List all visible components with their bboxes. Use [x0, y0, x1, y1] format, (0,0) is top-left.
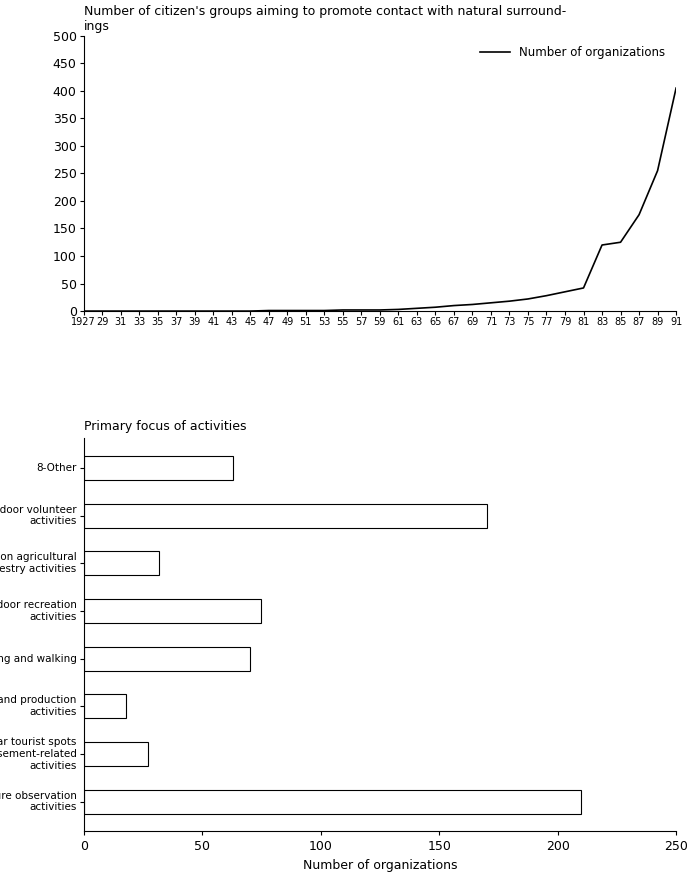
- X-axis label: Number of organizations: Number of organizations: [302, 859, 457, 872]
- Bar: [84, 695, 126, 718]
- Number of organizations: [135, 306, 144, 316]
- Number of organizations: [79, 306, 88, 316]
- Number of organizations: [523, 293, 532, 304]
- Number of organizations: [190, 306, 199, 316]
- Bar: [84, 503, 487, 527]
- Number of organizations: [579, 283, 588, 293]
- Number of organizations: [98, 306, 107, 316]
- Number of organizations: [431, 302, 440, 313]
- Number of organizations: [357, 305, 365, 316]
- Number of organizations: [265, 305, 273, 316]
- Number of organizations: [635, 209, 643, 220]
- Number of organizations: [561, 286, 569, 297]
- Number of organizations: [172, 306, 181, 316]
- Number of organizations: [413, 303, 421, 314]
- Bar: [84, 646, 250, 670]
- Text: Number of citizen's groups aiming to promote contact with natural surround-
ings: Number of citizen's groups aiming to pro…: [84, 5, 566, 33]
- Legend: Number of organizations: Number of organizations: [475, 42, 671, 64]
- Number of organizations: [395, 304, 403, 315]
- Number of organizations: [376, 305, 384, 316]
- Number of organizations: [339, 305, 347, 316]
- Number of organizations: [450, 300, 458, 311]
- Bar: [84, 742, 148, 766]
- Number of organizations: [598, 240, 606, 250]
- Number of organizations: [653, 165, 661, 176]
- Number of organizations: [116, 306, 125, 316]
- Number of organizations: [542, 291, 551, 301]
- Number of organizations: [672, 83, 680, 94]
- Number of organizations: [209, 306, 217, 316]
- Number of organizations: [487, 298, 495, 308]
- Number of organizations: [246, 306, 254, 316]
- Bar: [84, 456, 233, 480]
- Text: Primary focus of activities: Primary focus of activities: [84, 420, 246, 433]
- Bar: [84, 552, 160, 575]
- Number of organizations: [320, 305, 328, 316]
- Number of organizations: [283, 305, 291, 316]
- Number of organizations: [616, 237, 625, 248]
- Number of organizations: [302, 305, 310, 316]
- Number of organizations: [227, 306, 236, 316]
- Bar: [84, 789, 581, 814]
- Number of organizations: [468, 299, 477, 310]
- Bar: [84, 599, 261, 623]
- Number of organizations: [153, 306, 162, 316]
- Number of organizations: [505, 296, 514, 307]
- Line: Number of organizations: Number of organizations: [84, 89, 676, 311]
